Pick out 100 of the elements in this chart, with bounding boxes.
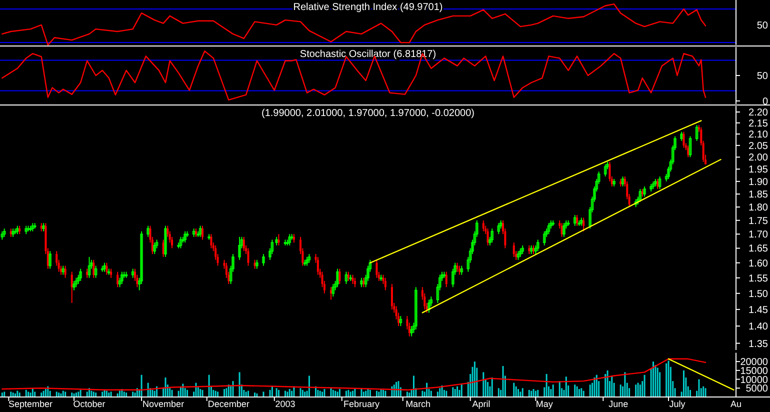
candlestick (445, 271, 448, 288)
candlestick (110, 268, 112, 278)
candlestick (64, 265, 66, 278)
candlestick (687, 144, 690, 158)
candlestick (336, 268, 339, 288)
candlestick (344, 271, 348, 285)
candlestick (131, 268, 134, 278)
candlestick (316, 256, 319, 276)
y-tick-label: 20000 (740, 357, 768, 368)
candlestick (262, 254, 265, 266)
y-tick-label: 1.35 (748, 338, 768, 350)
candlestick (604, 164, 607, 177)
candlestick (414, 286, 418, 330)
x-tick-label: May (536, 399, 554, 409)
candlestick (562, 222, 566, 238)
candlestick (92, 259, 95, 278)
candlestick (74, 277, 78, 288)
x-tick-label: Au (730, 399, 742, 409)
candlestick (490, 228, 494, 244)
candlestick (362, 277, 365, 288)
candlestick (146, 225, 150, 238)
candlestick (184, 230, 186, 244)
y-tick-label: 1.40 (748, 322, 768, 333)
candlestick (460, 265, 464, 276)
candlestick (164, 225, 167, 258)
candlestick (347, 271, 350, 282)
x-tick-label: March (406, 399, 431, 409)
y-tick-label: 2.10 (748, 130, 768, 141)
candlestick (94, 265, 98, 278)
candlestick (62, 265, 65, 276)
candlestick (86, 268, 88, 278)
x-tick-label: July (669, 399, 686, 409)
candlestick (384, 277, 386, 291)
y-tick-label: 2.05 (748, 140, 768, 152)
y-tick-label: 1.65 (748, 244, 768, 255)
candlestick (354, 277, 356, 288)
y-tick-label: 1.75 (748, 216, 768, 227)
candlestick (242, 236, 245, 252)
candlestick (688, 136, 692, 158)
candlestick (428, 299, 430, 314)
y-tick-label: 1.95 (748, 164, 768, 176)
candlestick (376, 259, 378, 278)
candlestick (70, 271, 73, 304)
candlestick (482, 220, 484, 232)
x-tick-label: 2003 (275, 399, 296, 409)
candlestick (547, 222, 550, 235)
x-tick-label: December (208, 399, 250, 409)
candlestick (332, 284, 335, 298)
x-tick-label: October (73, 399, 106, 409)
y-tick-label: 2.15 (748, 118, 768, 130)
y-tick-label: 1.45 (748, 304, 768, 316)
candlestick (582, 217, 585, 232)
x-tick-label: November (142, 399, 184, 409)
y-tick-label: 2.00 (748, 152, 768, 164)
candlestick (352, 274, 354, 285)
x-tick-label: June (608, 399, 628, 409)
candlestick (680, 131, 683, 142)
y-tick-label: 1.70 (748, 230, 768, 241)
candlestick (399, 316, 402, 327)
candlestick (330, 286, 332, 300)
y-tick-label: 50 (756, 71, 768, 82)
candlestick (278, 234, 280, 246)
candlestick (656, 178, 659, 190)
y-tick-label: 1.60 (748, 258, 768, 270)
x-tick-label: September (8, 399, 52, 409)
y-tick-label: 1.50 (748, 288, 768, 300)
y-tick-label: 15000 (740, 366, 768, 377)
y-tick-label: 1.90 (748, 176, 768, 188)
line-series (2, 358, 706, 391)
candlestick (542, 230, 546, 246)
candlestick (360, 277, 363, 288)
chart-title: (1.99000, 2.01000, 1.97000, 1.97000, -0.02000) (262, 108, 474, 119)
candlestick (247, 248, 250, 266)
y-tick-label: 0 (762, 96, 768, 108)
candlestick (116, 271, 119, 288)
candlestick (210, 234, 212, 249)
x-tick-label: February (343, 399, 380, 409)
candlestick (106, 262, 108, 276)
candlestick (120, 271, 124, 285)
candlestick (238, 236, 241, 260)
candlestick (338, 268, 341, 285)
line-series (2, 50, 706, 101)
candlestick (153, 242, 156, 255)
candlestick (573, 214, 576, 226)
y-tick-label: 5000 (746, 384, 768, 395)
candlestick (390, 284, 393, 310)
candlestick (643, 186, 646, 198)
y-tick-label: 2.20 (748, 107, 768, 118)
candlestick (682, 131, 685, 148)
candlestick (536, 239, 540, 252)
y-tick-label: 1.55 (748, 273, 768, 284)
candlestick (512, 242, 515, 258)
y-tick-label: 1.80 (748, 202, 768, 214)
y-tick-label: 1.85 (748, 190, 768, 201)
candlestick (497, 222, 500, 235)
y-tick-label: 10000 (740, 374, 768, 386)
candlestick (486, 228, 489, 246)
candlestick (48, 250, 52, 270)
candlestick (658, 176, 662, 190)
x-tick-label: April (472, 399, 490, 409)
